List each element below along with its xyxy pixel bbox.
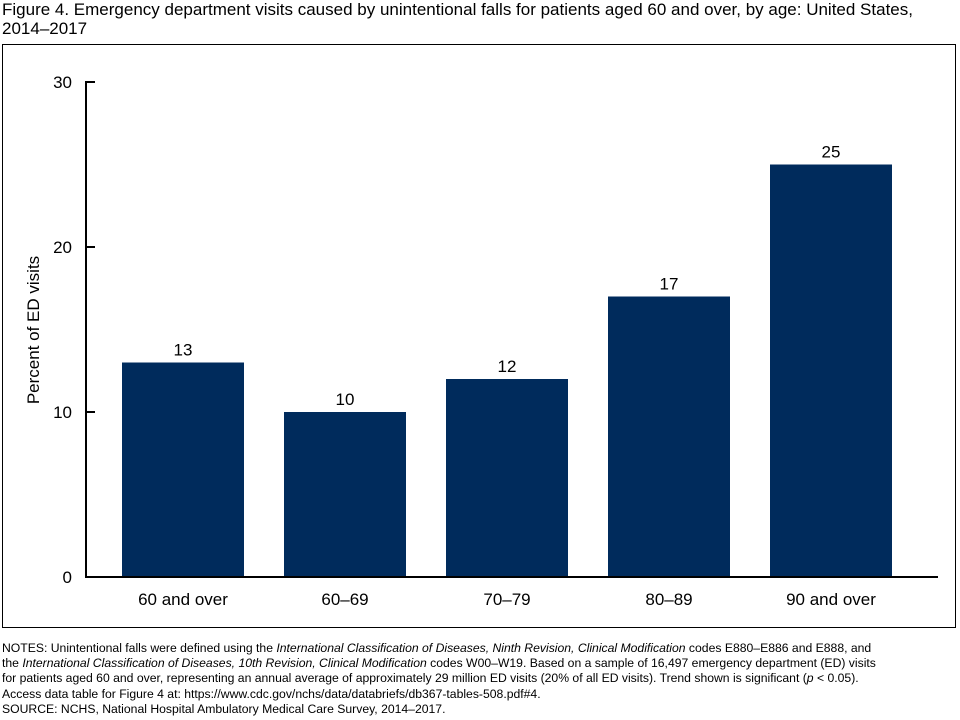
y-tick-label-30: 30 xyxy=(53,73,72,92)
axes-layer: 60 and over 60–69 70–79 80–89 90 and over 0 10… xyxy=(53,73,938,609)
x-tick-label-3: 70–79 xyxy=(483,590,530,609)
notes-text: the xyxy=(2,656,23,671)
y-tick-label-20: 20 xyxy=(53,238,72,257)
data-label-4: 17 xyxy=(660,275,679,294)
bar-5 xyxy=(770,164,892,577)
x-tick-label-5: 90 and over xyxy=(786,590,876,609)
notes-line-2: the International Classification of Dise… xyxy=(2,656,960,671)
x-tick-label-1: 60 and over xyxy=(138,590,228,609)
notes-p-symbol: p xyxy=(806,671,814,686)
chart-frame xyxy=(2,44,956,628)
bar-4 xyxy=(608,296,730,577)
notes-data-access: Access data table for Figure 4 at: https… xyxy=(2,686,541,701)
figure-title: Figure 4. Emergency department visits ca… xyxy=(2,0,913,38)
notes-line-3: for patients aged 60 and over, represent… xyxy=(2,671,960,686)
data-label-2: 10 xyxy=(336,390,355,409)
y-axis-label: Percent of ED visits xyxy=(24,256,43,404)
data-label-1: 13 xyxy=(174,341,193,360)
bar-2 xyxy=(284,412,406,577)
notes-classification-name: International Classification of Diseases… xyxy=(22,656,427,671)
notes-text: for patients aged 60 and over, represent… xyxy=(2,671,807,686)
notes-block: NOTES: Unintentional falls were defined … xyxy=(2,641,960,717)
notes-line-1: NOTES: Unintentional falls were defined … xyxy=(2,641,960,656)
x-tick-label-2: 60–69 xyxy=(321,590,368,609)
notes-classification-name: International Classification of Diseases… xyxy=(276,641,686,655)
bars-layer: 13 10 12 17 25 xyxy=(122,143,892,577)
data-label-5: 25 xyxy=(822,143,841,162)
notes-text: NOTES: Unintentional falls were defined … xyxy=(2,641,277,655)
data-label-3: 12 xyxy=(498,357,517,376)
notes-source: SOURCE: NCHS, National Hospital Ambulato… xyxy=(2,701,446,716)
bar-chart: 13 10 12 17 25 60 and over 60–69 70–79 80–89 90 … xyxy=(24,73,938,609)
notes-text: < 0.05). xyxy=(813,671,859,686)
bar-1 xyxy=(122,362,244,577)
y-tick-label-10: 10 xyxy=(53,403,72,422)
bar-3 xyxy=(446,379,568,577)
notes-text: codes W00–W19. Based on a sample of 16,4… xyxy=(426,656,876,671)
y-tick-label-0: 0 xyxy=(63,568,72,587)
x-tick-label-4: 80–89 xyxy=(645,590,692,609)
notes-text: codes E880–E886 and E888, and xyxy=(685,641,872,655)
